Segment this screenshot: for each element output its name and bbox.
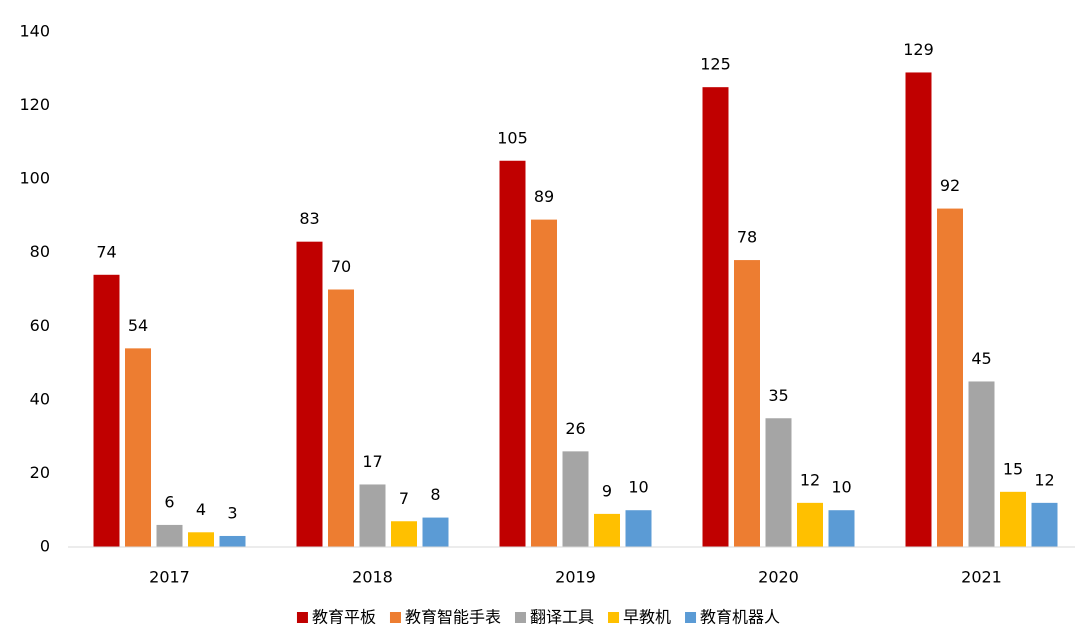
data-label: 17 xyxy=(362,452,382,471)
bar xyxy=(391,521,417,547)
bar xyxy=(499,160,526,547)
data-label: 70 xyxy=(331,257,351,276)
data-label: 26 xyxy=(565,419,585,438)
bar xyxy=(765,418,792,547)
bar xyxy=(125,348,151,547)
bar xyxy=(702,87,729,547)
data-label: 12 xyxy=(800,470,820,489)
data-label: 78 xyxy=(737,228,757,247)
bar xyxy=(905,72,932,547)
data-label: 4 xyxy=(196,500,206,519)
bar xyxy=(828,510,855,547)
data-label: 125 xyxy=(700,55,731,74)
data-label: 10 xyxy=(831,478,851,497)
data-label: 7 xyxy=(399,489,409,508)
data-label: 9 xyxy=(602,481,612,500)
bar xyxy=(625,510,652,547)
legend-swatch xyxy=(296,612,308,623)
legend-label: 教育平板 xyxy=(312,608,376,627)
y-tick-label: 140 xyxy=(19,22,50,41)
legend-label: 翻译工具 xyxy=(530,608,594,627)
bar xyxy=(156,524,183,547)
data-label: 6 xyxy=(164,492,174,511)
legend-label: 教育机器人 xyxy=(700,608,780,627)
data-label: 8 xyxy=(430,485,440,504)
data-label: 129 xyxy=(903,40,934,59)
y-tick-label: 60 xyxy=(30,316,50,335)
legend-swatch xyxy=(389,612,401,623)
data-label: 45 xyxy=(971,349,991,368)
legend-label: 教育智能手表 xyxy=(405,608,501,627)
y-tick-label: 40 xyxy=(30,389,50,408)
bar xyxy=(797,502,823,547)
x-tick-label: 2021 xyxy=(961,568,1002,587)
data-label: 105 xyxy=(497,128,528,147)
data-label: 83 xyxy=(299,209,319,228)
legend-swatch xyxy=(514,612,526,623)
data-label: 10 xyxy=(628,478,648,497)
data-label: 92 xyxy=(940,176,960,195)
x-tick-label: 2017 xyxy=(149,568,190,587)
y-tick-label: 20 xyxy=(30,463,50,482)
bar xyxy=(422,517,449,547)
data-label: 12 xyxy=(1034,470,1054,489)
y-tick-label: 80 xyxy=(30,242,50,261)
legend-swatch xyxy=(685,612,697,623)
y-tick-label: 120 xyxy=(19,95,50,114)
bar xyxy=(296,241,323,547)
x-tick-label: 2019 xyxy=(555,568,596,587)
data-label: 15 xyxy=(1003,459,1023,478)
bar xyxy=(359,484,386,547)
bar xyxy=(219,535,246,547)
data-label: 35 xyxy=(768,386,788,405)
bar xyxy=(562,451,589,547)
legend-label: 早教机 xyxy=(623,608,671,627)
data-label: 74 xyxy=(96,242,116,261)
data-label: 3 xyxy=(227,503,237,522)
bar xyxy=(968,381,995,547)
bar xyxy=(734,260,760,547)
bar xyxy=(1000,491,1026,547)
data-label: 89 xyxy=(534,187,554,206)
bar xyxy=(1031,502,1058,547)
y-tick-label: 100 xyxy=(19,169,50,188)
bar xyxy=(328,289,354,547)
x-tick-label: 2018 xyxy=(352,568,393,587)
legend-swatch xyxy=(608,612,620,623)
x-tick-label: 2020 xyxy=(758,568,799,587)
data-label: 54 xyxy=(128,316,148,335)
bar xyxy=(937,208,963,548)
bar xyxy=(594,513,620,547)
y-tick-label: 0 xyxy=(40,537,50,556)
bar xyxy=(531,219,557,547)
bar xyxy=(93,274,120,547)
bar xyxy=(188,532,214,547)
